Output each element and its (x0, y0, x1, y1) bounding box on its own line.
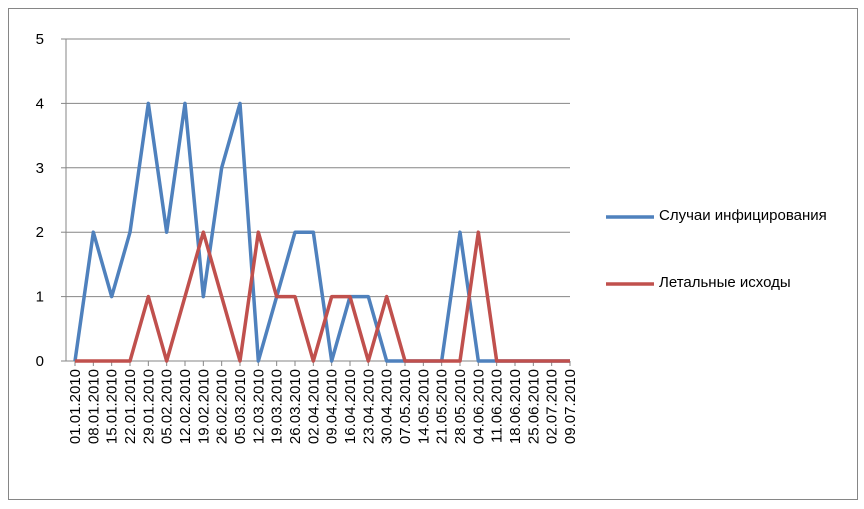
x-tick-label: 26.03.2010 (287, 369, 304, 444)
y-tick-label: 2 (36, 224, 44, 241)
x-tick-label: 21.05.2010 (434, 369, 451, 444)
x-tick-label: 09.07.2010 (562, 369, 579, 444)
x-tick-label: 25.06.2010 (525, 369, 542, 444)
y-tick-label: 4 (36, 95, 44, 112)
x-tick-label: 02.04.2010 (305, 369, 322, 444)
x-tick-label: 22.01.2010 (122, 369, 139, 444)
x-tick-label: 19.03.2010 (269, 369, 286, 444)
x-tick-label: 04.06.2010 (470, 369, 487, 444)
x-tick-label: 12.03.2010 (250, 369, 267, 444)
series-line (75, 230, 570, 363)
x-tick-label: 16.04.2010 (342, 369, 359, 444)
legend-label: Случаи инфицирования (659, 207, 827, 224)
x-tick-label: 29.01.2010 (140, 369, 157, 444)
y-tick-label: 1 (36, 289, 44, 306)
x-tick-label: 19.02.2010 (195, 369, 212, 444)
x-tick-label: 05.02.2010 (159, 369, 176, 444)
x-tick-label: 23.04.2010 (360, 369, 377, 444)
x-tick-label: 09.04.2010 (324, 369, 341, 444)
x-tick-label: 15.01.2010 (104, 369, 121, 444)
chart-border (8, 8, 858, 500)
x-tick-label: 12.02.2010 (177, 369, 194, 444)
x-tick-label: 18.06.2010 (507, 369, 524, 444)
x-tick-label: 30.04.2010 (379, 369, 396, 444)
x-tick-label: 11.06.2010 (489, 369, 506, 443)
x-tick-label: 05.03.2010 (232, 369, 249, 444)
legend-label: Летальные исходы (659, 274, 791, 291)
x-tick-label: 26.02.2010 (214, 369, 231, 444)
y-tick-label: 5 (36, 31, 44, 48)
x-tick-label: 01.01.2010 (67, 369, 84, 444)
y-tick-label: 0 (36, 353, 44, 370)
x-tick-label: 08.01.2010 (85, 369, 102, 444)
x-tick-label: 28.05.2010 (452, 369, 469, 444)
x-tick-label: 07.05.2010 (397, 369, 414, 444)
x-tick-label: 14.05.2010 (415, 369, 432, 444)
x-tick-label: 02.07.2010 (544, 369, 561, 444)
series-line (73, 101, 570, 363)
y-tick-label: 3 (36, 160, 44, 177)
